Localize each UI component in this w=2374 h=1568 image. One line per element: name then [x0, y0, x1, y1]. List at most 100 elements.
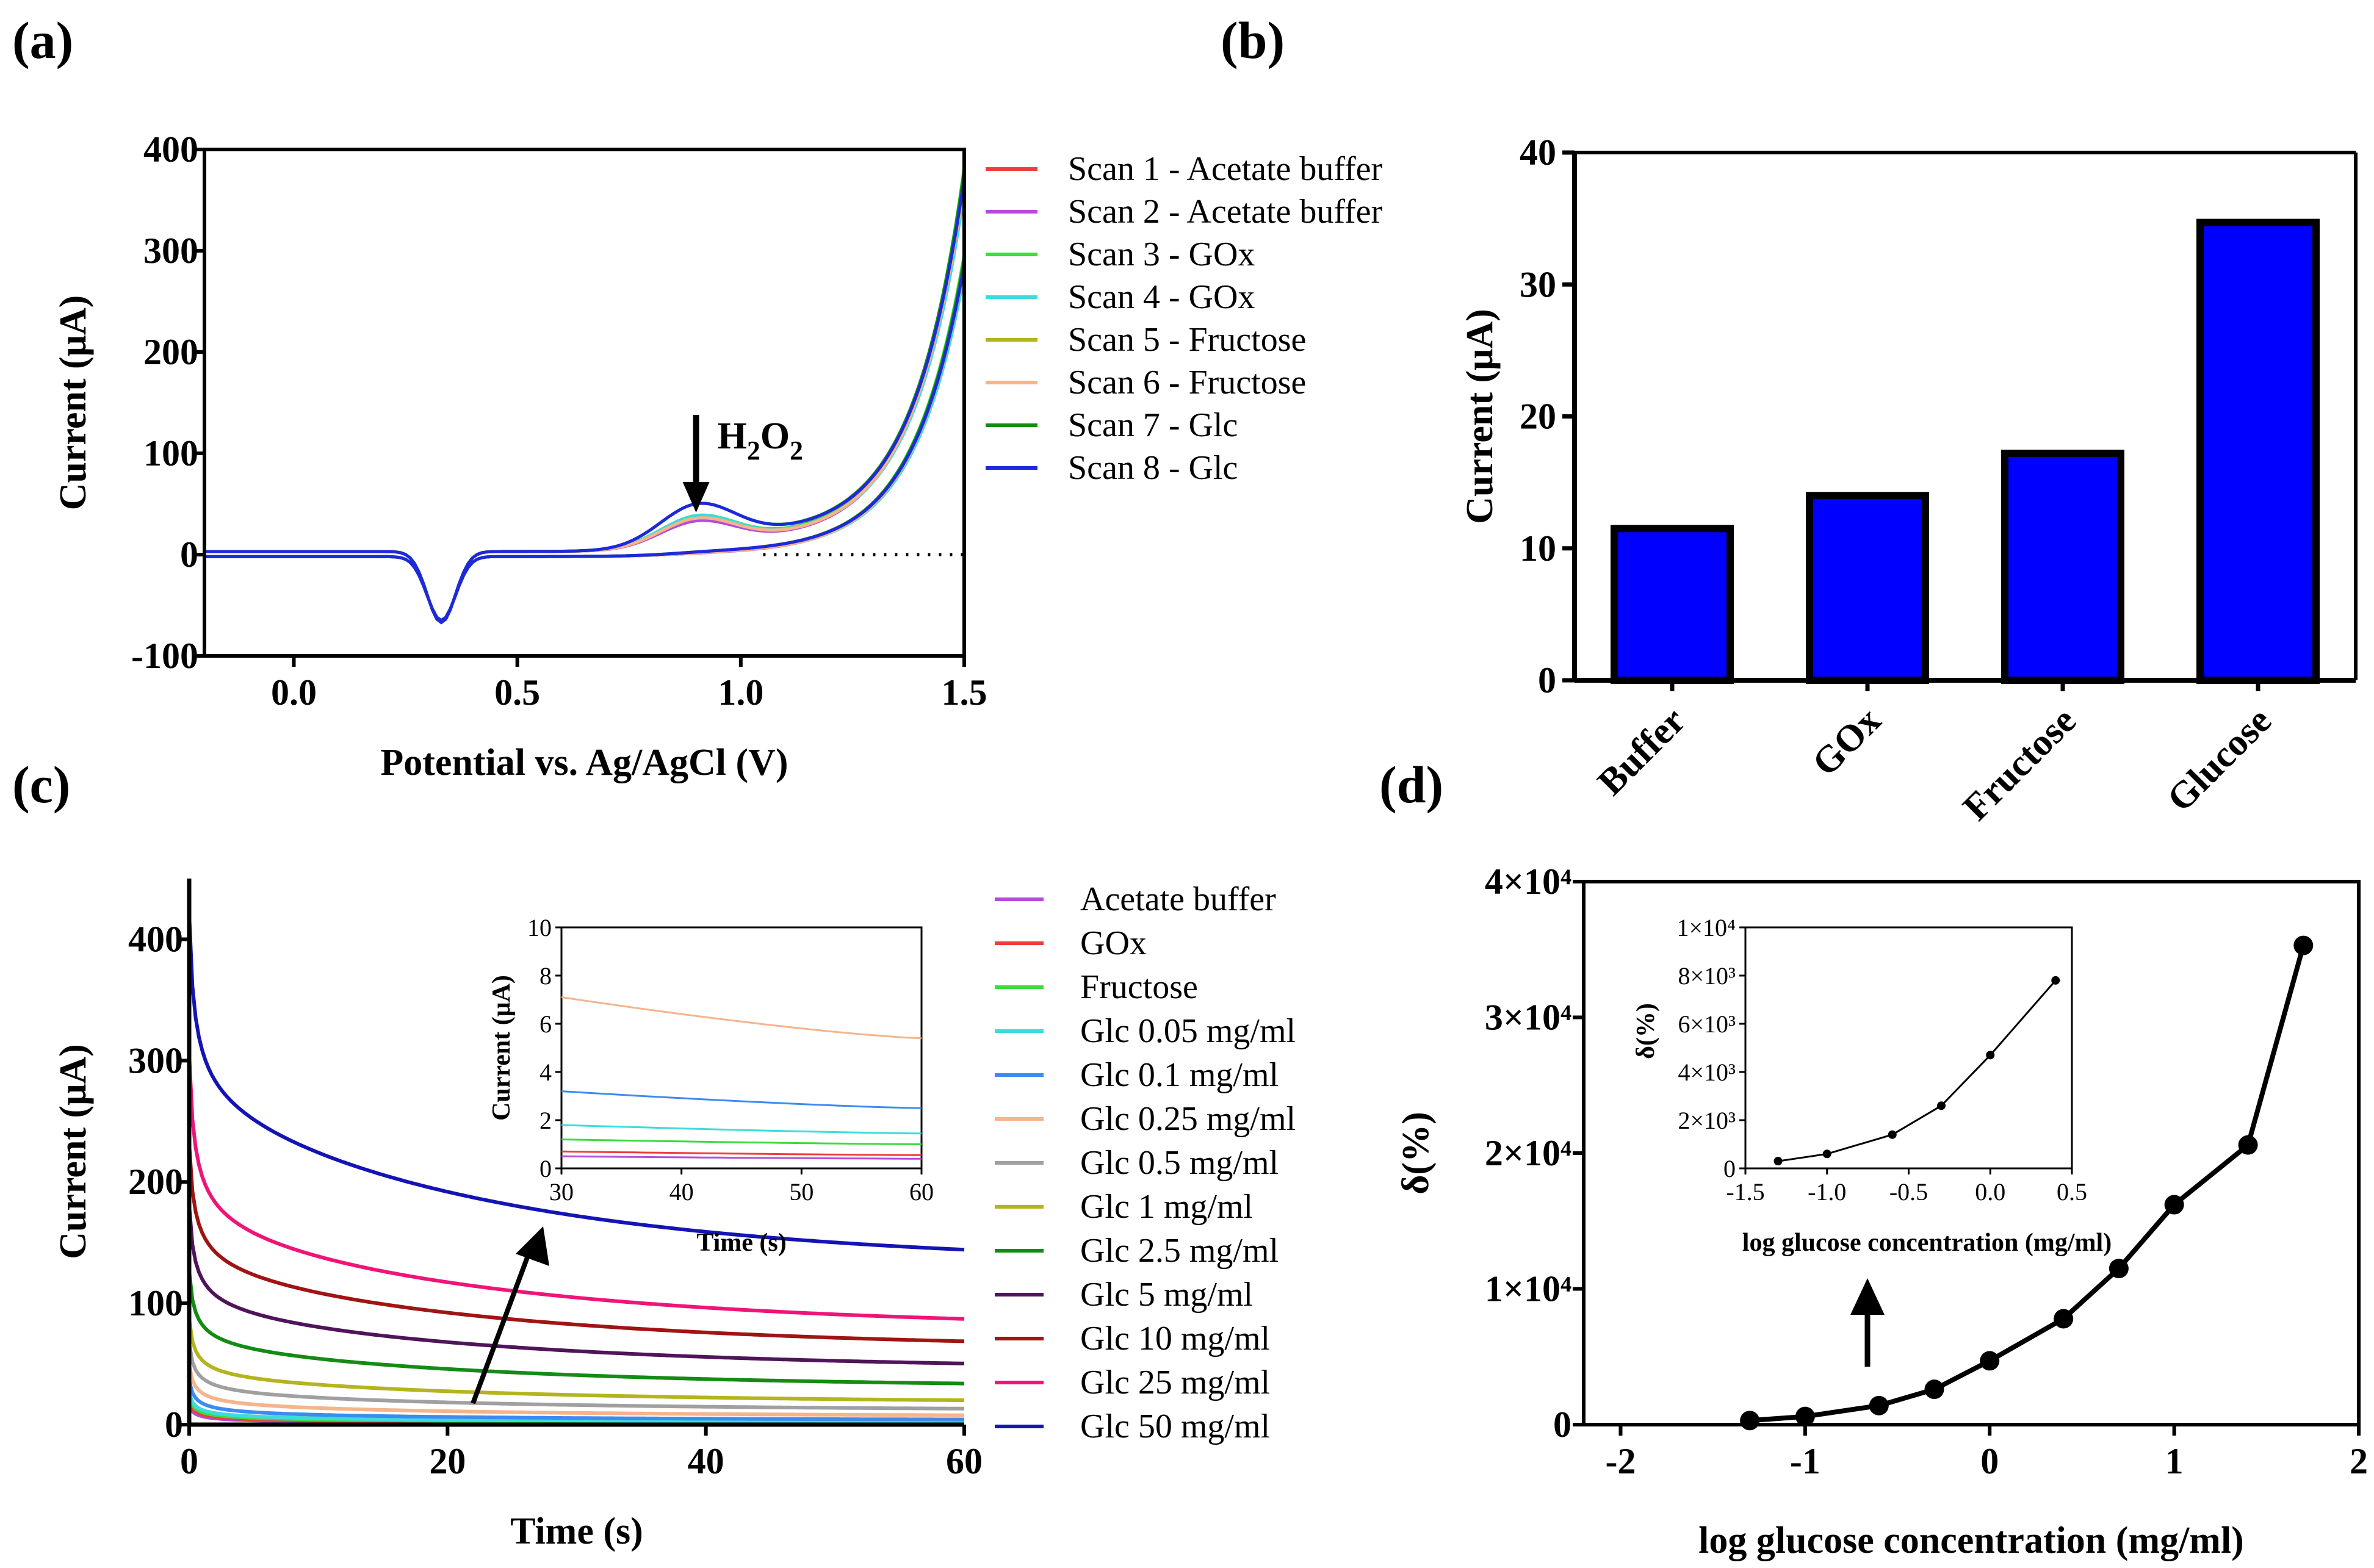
y-tick-label-b: 20	[1520, 397, 1556, 437]
cv-series-line-7	[204, 170, 966, 625]
bar-gox	[1806, 492, 1929, 684]
inset-x-axis-title-c: Time (s)	[696, 1229, 786, 1257]
inset-series-line-c-4	[561, 1138, 922, 1145]
sensitivity-data-point	[1740, 1411, 1760, 1431]
legend-label-c: Glc 10 mg/ml	[1080, 1320, 1270, 1358]
amperometric-series-line-4	[187, 1392, 964, 1423]
inset-data-point	[2051, 976, 2060, 985]
y-tick-label-c: 200	[128, 1162, 183, 1202]
x-tick-label-c: 60	[946, 1441, 983, 1481]
y-tick-label-a: -100	[131, 636, 198, 676]
sensitivity-data-point	[2054, 1309, 2074, 1329]
y-tick-label-c: 300	[128, 1040, 183, 1081]
y-tick-label-a: 400	[143, 129, 198, 170]
y-tick-label-b: 30	[1520, 264, 1556, 304]
inset-x-tick-label-d: 0.5	[2057, 1178, 2087, 1206]
inset-y-tick-label-c: 8	[539, 962, 552, 990]
y-axis-title-b: Current (μA)	[1459, 309, 1501, 524]
x-tick-label-a: 1.0	[718, 672, 763, 713]
y-tick-label-d: 4×10⁴	[1485, 861, 1571, 902]
inset-y-tick-label-c: 4	[539, 1059, 552, 1086]
legend-label-a: Scan 1 - Acetate buffer	[1068, 150, 1383, 188]
inset-y-tick-label-d: 2×10³	[1678, 1107, 1736, 1134]
inset-data-point	[1822, 1149, 1831, 1159]
inset-y-tick-label-d: 0	[1723, 1155, 1736, 1182]
y-tick-label-a: 200	[143, 332, 198, 372]
amperometric-series-line-5	[187, 1380, 965, 1422]
y-tick-label-a: 100	[143, 433, 198, 473]
x-tick-label-c: 0	[180, 1441, 198, 1481]
inset-y-tick-label-d: 8×10³	[1678, 962, 1736, 990]
x-tick-label-d: -1	[1790, 1441, 1820, 1481]
inset-y-tick-label-d: 1×10⁴	[1676, 914, 1736, 941]
inset-data-point	[1773, 1157, 1783, 1166]
x-tick-label-c: 40	[688, 1441, 724, 1481]
sensitivity-data-point	[2293, 935, 2314, 955]
cv-series-line-8	[204, 178, 966, 625]
inset-y-tick-label-d: 6×10³	[1678, 1010, 1736, 1038]
amperometric-series-line-13	[187, 914, 965, 1252]
legend-label-a: Scan 7 - Glc	[1068, 406, 1238, 444]
amperometric-series-line-10	[187, 1205, 965, 1365]
plot-frame-a	[203, 148, 966, 658]
x-tick-label-d: 0	[1980, 1441, 1999, 1481]
y-tick-label-a: 300	[143, 231, 198, 271]
inset-pointer-arrow-head	[1850, 1278, 1885, 1315]
amperometric-series-line-11	[187, 1143, 965, 1343]
y-axis-title-c: Current (μA)	[52, 1044, 94, 1259]
sensitivity-data-point	[1980, 1351, 2000, 1371]
sensitivity-data-point	[1869, 1395, 1889, 1415]
legend-label-c: Acetate buffer	[1080, 880, 1276, 918]
x-axis-title-c: Time (s)	[510, 1511, 643, 1552]
x-axis-title-d: log glucose concentration (mg/ml)	[1698, 1520, 2244, 1561]
inset-data-point	[1937, 1101, 1946, 1110]
inset-x-axis-title-d: log glucose concentration (mg/ml)	[1742, 1229, 2112, 1257]
inset-frame-c	[560, 926, 923, 1170]
x-tick-label-d: 1	[2165, 1441, 2184, 1481]
legend-label-a: Scan 8 - Glc	[1068, 449, 1238, 487]
y-tick-label-a: 0	[180, 534, 198, 575]
annotation-label-h2o2: H2O2	[718, 415, 803, 466]
legend-label-c: Fructose	[1080, 968, 1198, 1006]
legend-label-c: Glc 50 mg/ml	[1080, 1408, 1270, 1445]
category-label-gox: GOx	[1805, 700, 1889, 784]
chart-d: -2 -1 0 1 2 0 1×10⁴ 2×10⁴ 3×10⁴ 4×10⁴ log glucose …	[1395, 861, 2368, 1561]
inset-series-line-c-5	[561, 1150, 922, 1156]
legend-label-a: Scan 6 - Fructose	[1068, 364, 1306, 401]
trend-arrow-shaft	[471, 1246, 533, 1404]
category-label-buffer: Buffer	[1590, 700, 1694, 804]
x-tick-label-a: 0.0	[271, 672, 317, 713]
amperometric-series-line-8	[187, 1318, 965, 1403]
inset-x-tick-label-d: -1.0	[1808, 1178, 1846, 1206]
x-axis-title-a: Potential vs. Ag/AgCl (V)	[380, 742, 788, 783]
inset-x-tick-label-d: -1.5	[1726, 1178, 1764, 1206]
panel-label-d: (d)	[1379, 755, 1443, 814]
sensitivity-series-line	[1749, 944, 2306, 1423]
sensitivity-data-point	[2164, 1195, 2184, 1215]
legend-label-c: Glc 2.5 mg/ml	[1080, 1232, 1279, 1270]
bar-fructose	[2001, 450, 2124, 684]
x-tick-label-d: 2	[2350, 1441, 2368, 1481]
panel-label-b: (b)	[1221, 11, 1285, 70]
inset-sensitivity-line	[1778, 979, 2057, 1162]
y-tick-label-d: 3×10⁴	[1485, 998, 1571, 1038]
inset-frame-d	[1744, 926, 2073, 1170]
amperometric-series-line-6	[187, 1364, 964, 1417]
inset-y-tick-label-c: 2	[539, 1107, 552, 1134]
category-label-glucose: Glucose	[2159, 700, 2279, 820]
inset-series-line-c-6	[561, 1155, 922, 1160]
legend-label-c: Glc 0.5 mg/ml	[1080, 1144, 1279, 1182]
inset-y-axis-title-d: δ(%)	[1632, 1003, 1660, 1059]
inset-series-line-c-1	[561, 996, 922, 1040]
y-tick-label-d: 1×10⁴	[1485, 1269, 1571, 1309]
x-tick-label-a: 0.5	[494, 672, 540, 713]
amperometric-series-line-7	[187, 1343, 964, 1411]
inset-x-tick-label-d: 0.0	[1975, 1178, 2005, 1206]
panel-label-c: (c)	[12, 755, 70, 814]
inset-x-tick-label-c: 60	[909, 1178, 934, 1206]
sensitivity-data-point	[2109, 1259, 2129, 1279]
legend-label-a: Scan 2 - Acetate buffer	[1068, 193, 1383, 231]
legend-label-a: Scan 5 - Fructose	[1068, 321, 1306, 359]
